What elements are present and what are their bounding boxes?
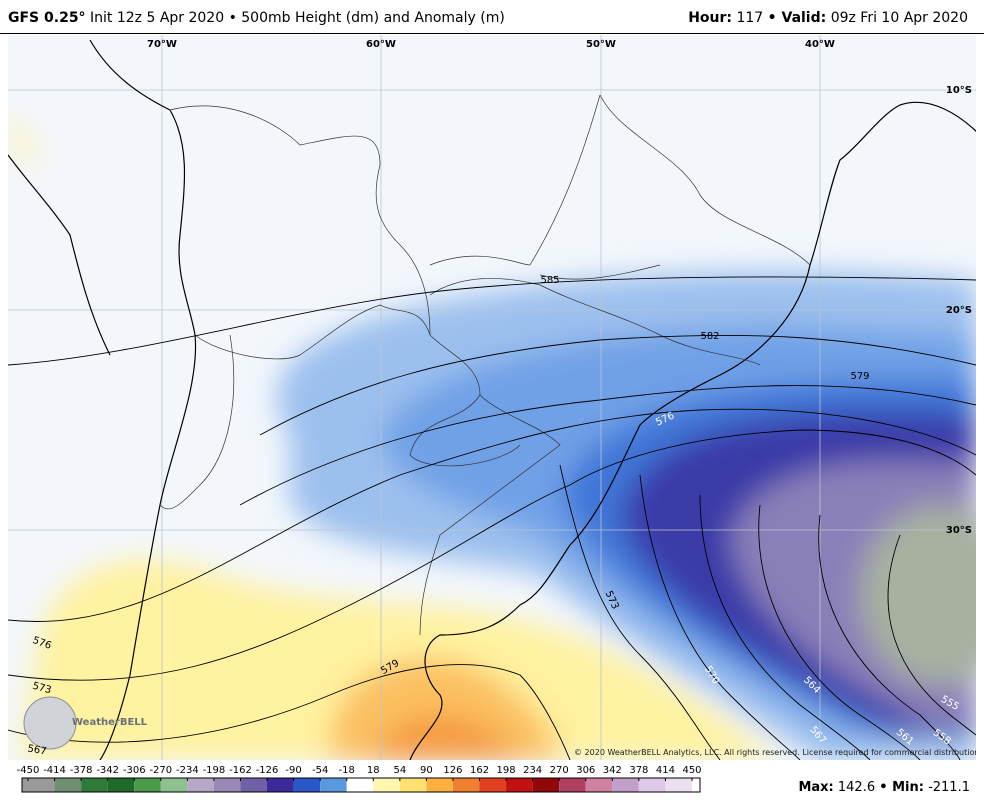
color-swatch [399, 778, 427, 792]
color-swatch [559, 778, 586, 792]
hour: 117 [736, 10, 764, 26]
colorbar-tick-label: -306 [123, 765, 146, 776]
colorbar-tick-label: 414 [656, 765, 675, 776]
color-swatch [426, 778, 453, 792]
latitude-label: 30°S [946, 525, 972, 536]
colorbar-tick-label: 126 [443, 765, 462, 776]
colorbar-tick-label: 54 [393, 765, 406, 776]
graticule [8, 35, 976, 760]
copyright: © 2020 WeatherBELL Analytics, LLC. All r… [574, 748, 976, 757]
colorbar-tick-label: 198 [497, 765, 516, 776]
color-swatch [320, 778, 347, 792]
colorbar-tick-label: -18 [339, 765, 355, 776]
colorbar-tick-label: -270 [149, 765, 172, 776]
color-swatch [532, 778, 560, 792]
logo: WeatherBELL [23, 696, 148, 750]
colorbar-tick-label: 90 [420, 765, 433, 776]
colorbar-tick-label: -54 [312, 765, 328, 776]
colorbar-tick-label: -378 [70, 765, 93, 776]
color-swatch [452, 778, 480, 792]
max: 142.6 [837, 780, 876, 795]
color-swatch [293, 778, 321, 792]
colorbar-tick-label: 306 [576, 765, 595, 776]
color-swatch [267, 778, 294, 792]
valid-label: • Valid: [767, 10, 827, 26]
colorbar-tick-label: 270 [550, 765, 569, 776]
color-swatch [506, 778, 533, 792]
color-swatch [346, 778, 374, 792]
colorbar-tick-label: 18 [367, 765, 380, 776]
color-swatch [373, 778, 400, 792]
color-swatch [479, 778, 507, 792]
model: GFS 0.25° [8, 10, 86, 26]
longitude-label: 70°W [147, 39, 177, 50]
contour-label: 573 [31, 681, 52, 697]
longitude-label: 50°W [586, 39, 616, 50]
colorbar-tick-label: 450 [682, 765, 701, 776]
description: Init 12z 5 Apr 2020 • 500mb Height (dm) … [90, 10, 505, 26]
latitude-label: 10°S [946, 85, 972, 96]
color-swatch [160, 778, 188, 792]
colorbar-tick-label: 342 [603, 765, 622, 776]
colorbar-tick-label: -162 [229, 765, 252, 776]
colorbar-tick-label: -198 [203, 765, 226, 776]
valid: 09z Fri 10 Apr 2020 [830, 10, 968, 26]
max-label: Max: [798, 780, 834, 795]
colorbar-tick-label: 162 [470, 765, 489, 776]
contour-label: 579 [850, 371, 869, 382]
longitude-label: 40°W [805, 39, 835, 50]
title: GFS 0.25° Init 12z 5 Apr 2020 • 500mb He… [8, 10, 505, 26]
map: WeatherBELL © 2020 WeatherBELL Analytics… [8, 35, 976, 760]
colorbar-tick-label: -234 [176, 765, 199, 776]
min: -211.1 [928, 780, 970, 795]
color-swatch [585, 778, 613, 792]
colorbar-tick-label: -342 [96, 765, 119, 776]
color-swatch [240, 778, 268, 792]
borders [159, 94, 811, 636]
color-swatch [187, 778, 214, 792]
colorbar-tick-label: -450 [17, 765, 40, 776]
color-swatch [213, 778, 241, 792]
longitude-label: 60°W [366, 39, 396, 50]
height-contours [8, 276, 976, 760]
colorbar-tick-label: 378 [629, 765, 648, 776]
color-swatch [81, 778, 108, 792]
color-swatch [134, 778, 161, 792]
color-swatch [107, 778, 135, 792]
colorbar-tick-label: -126 [256, 765, 279, 776]
colorbar-frame [21, 777, 701, 793]
colorbar-tick-label: -414 [43, 765, 66, 776]
contour-label: 582 [700, 331, 719, 342]
contour-label: 567 [27, 743, 48, 757]
logo-text: WeatherBELL [72, 717, 148, 728]
color-swatch [54, 778, 82, 792]
header: GFS 0.25° Init 12z 5 Apr 2020 • 500mb He… [0, 0, 984, 34]
min-label: • Min: [879, 780, 924, 795]
colorbar-tick-label: 234 [523, 765, 542, 776]
color-swatch [665, 778, 692, 792]
valid-time: Hour: 117 • Valid: 09z Fri 10 Apr 2020 [688, 10, 968, 26]
color-swatch [612, 778, 639, 792]
hour-label: Hour: [688, 10, 733, 26]
colorbar: -450 -414 -378 -342 -306 -270 -234 -198 -162 -126… [17, 765, 702, 793]
color-swatch [638, 778, 666, 792]
latitude-label: 20°S [946, 305, 972, 316]
color-swatch [22, 778, 55, 792]
stats: Max: 142.6 • Min: -211.1 [798, 780, 970, 795]
colorbar-tick-label: -90 [285, 765, 301, 776]
contour-label: 585 [540, 275, 559, 286]
